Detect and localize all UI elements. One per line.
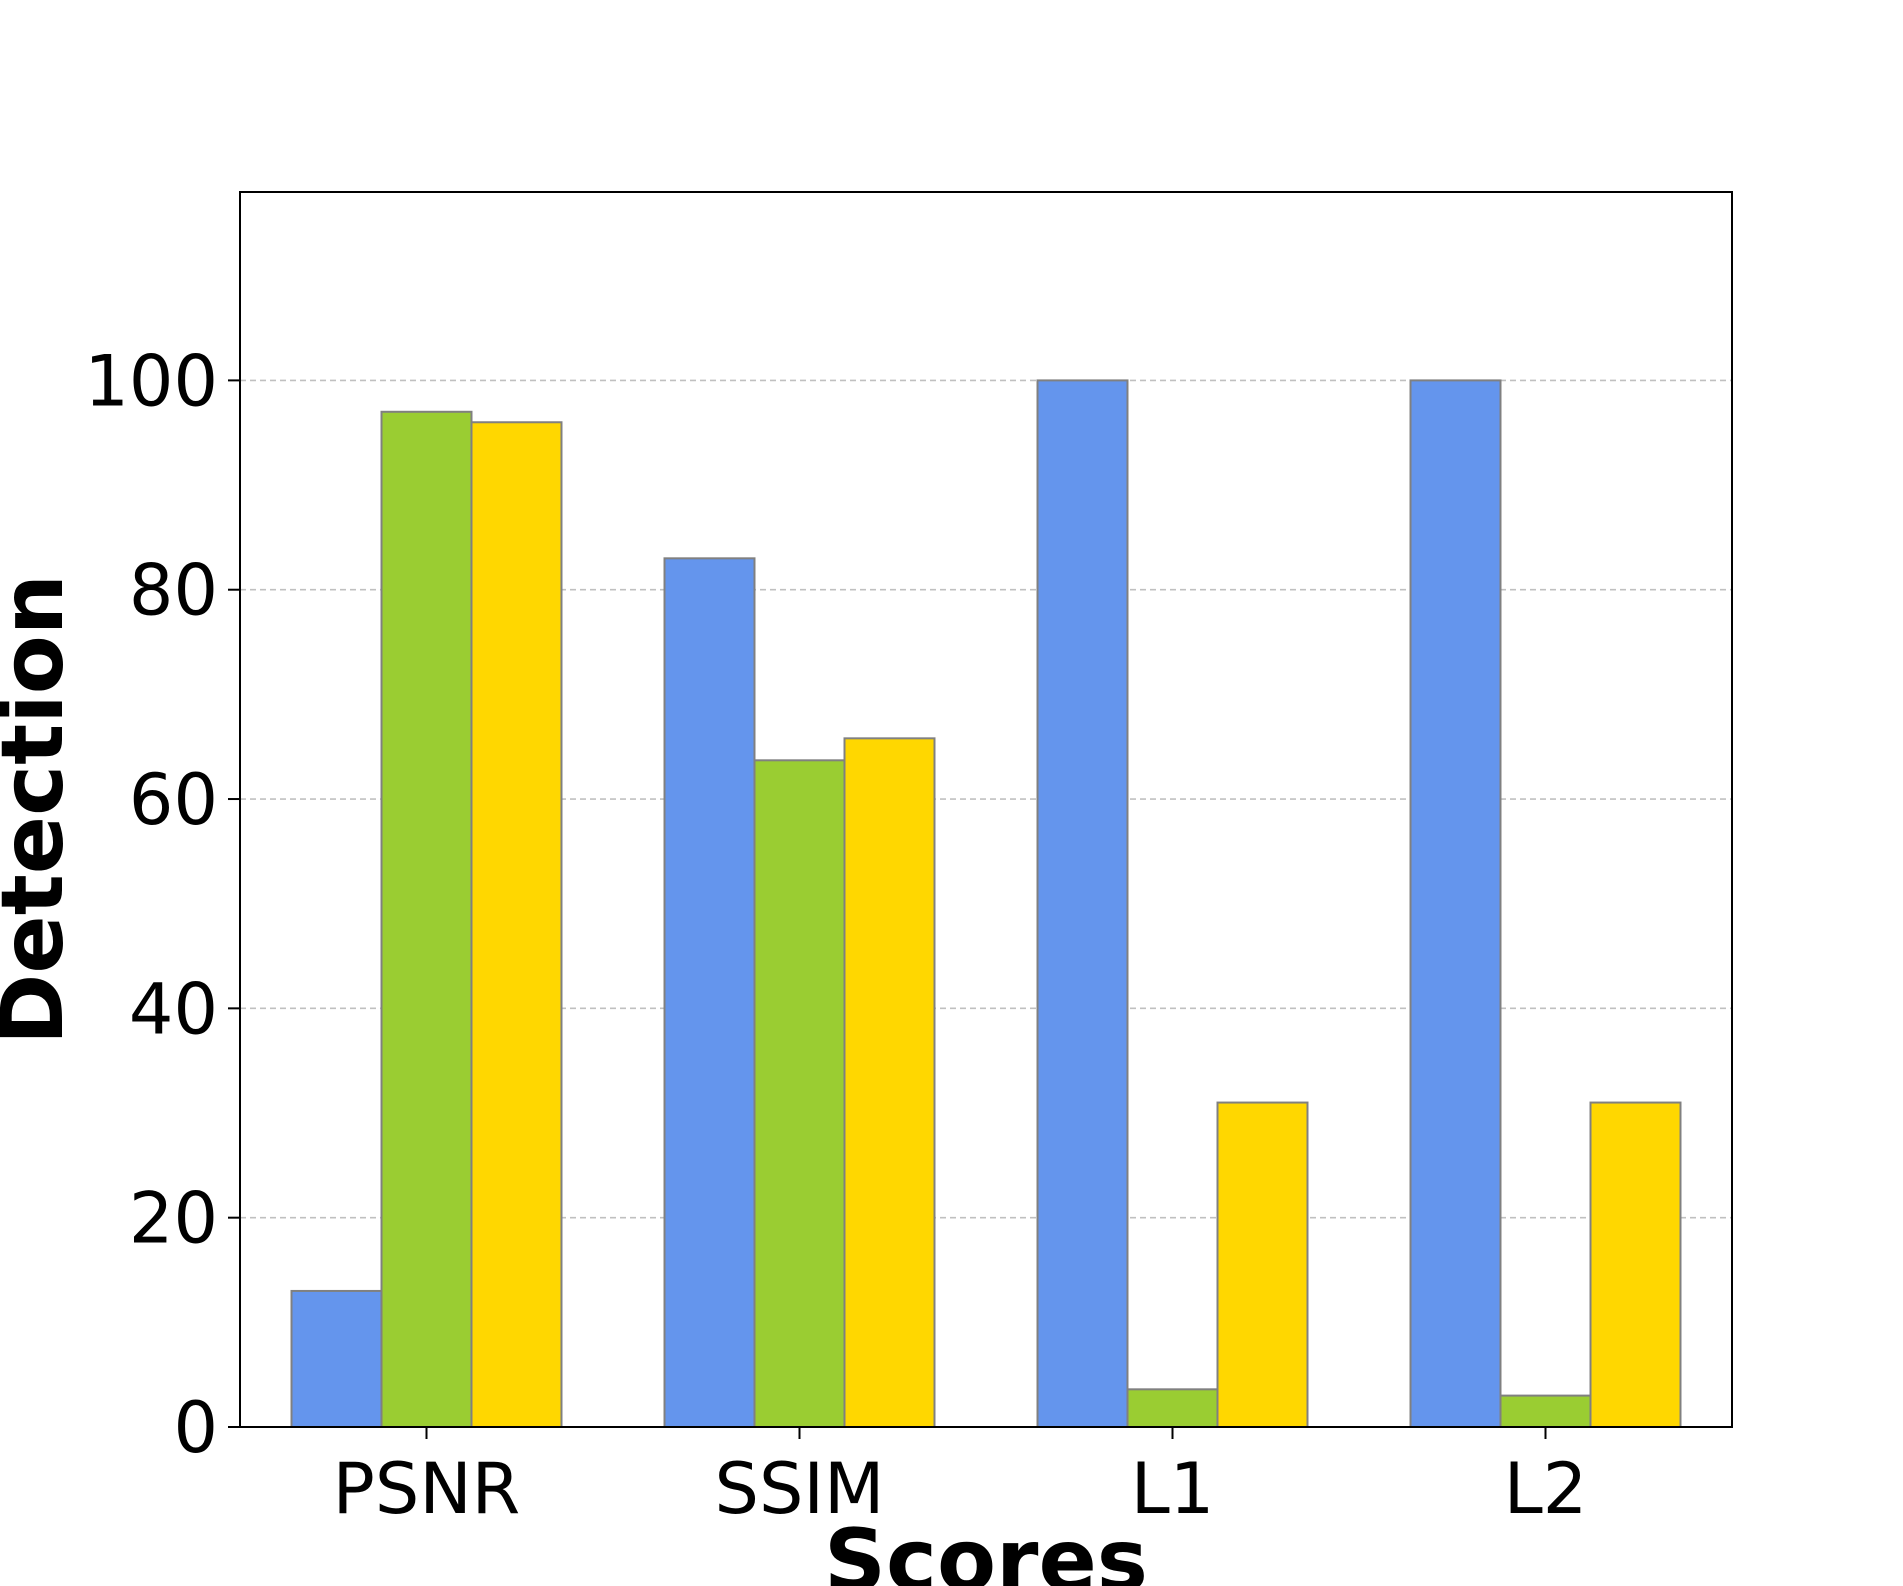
bar-l1-series-2 — [1126, 1388, 1219, 1428]
x-axis: PSNR SSIM L1 L2 — [333, 1427, 1588, 1530]
bar-l2-series-1 — [1409, 379, 1502, 1429]
x-axis-title: Scores — [824, 1511, 1148, 1586]
x-tick-label: L1 — [1131, 1448, 1215, 1530]
x-tick-label: SSIM — [715, 1448, 885, 1530]
y-tick-label: 60 — [129, 759, 218, 841]
bar-l1-series-3 — [1216, 1101, 1309, 1429]
bar-l1-series-1 — [1036, 379, 1129, 1429]
y-tick-label: 20 — [129, 1178, 218, 1260]
plot-frame — [239, 191, 1733, 1428]
bar-l2-series-3 — [1589, 1101, 1682, 1429]
bar-l2-series-2 — [1499, 1394, 1592, 1428]
y-tick-label: 80 — [129, 550, 218, 632]
x-tick-label: PSNR — [333, 1448, 521, 1530]
x-tick-label: L2 — [1504, 1448, 1588, 1530]
bars — [290, 379, 1682, 1429]
y-axis-title: Detection — [0, 574, 83, 1045]
bar-ssim-series-3 — [843, 737, 936, 1428]
y-tick-label: 40 — [129, 968, 218, 1050]
bar-psnr-series-1 — [290, 1289, 383, 1428]
y-tick-label: 100 — [84, 340, 218, 422]
y-axis: 0 20 40 60 80 100 — [84, 340, 240, 1469]
bar-psnr-series-2 — [380, 410, 473, 1428]
y-tick-label: 0 — [173, 1387, 218, 1469]
bar-ssim-series-2 — [753, 759, 846, 1428]
bar-psnr-series-3 — [470, 421, 563, 1429]
bar-ssim-series-1 — [663, 557, 756, 1428]
